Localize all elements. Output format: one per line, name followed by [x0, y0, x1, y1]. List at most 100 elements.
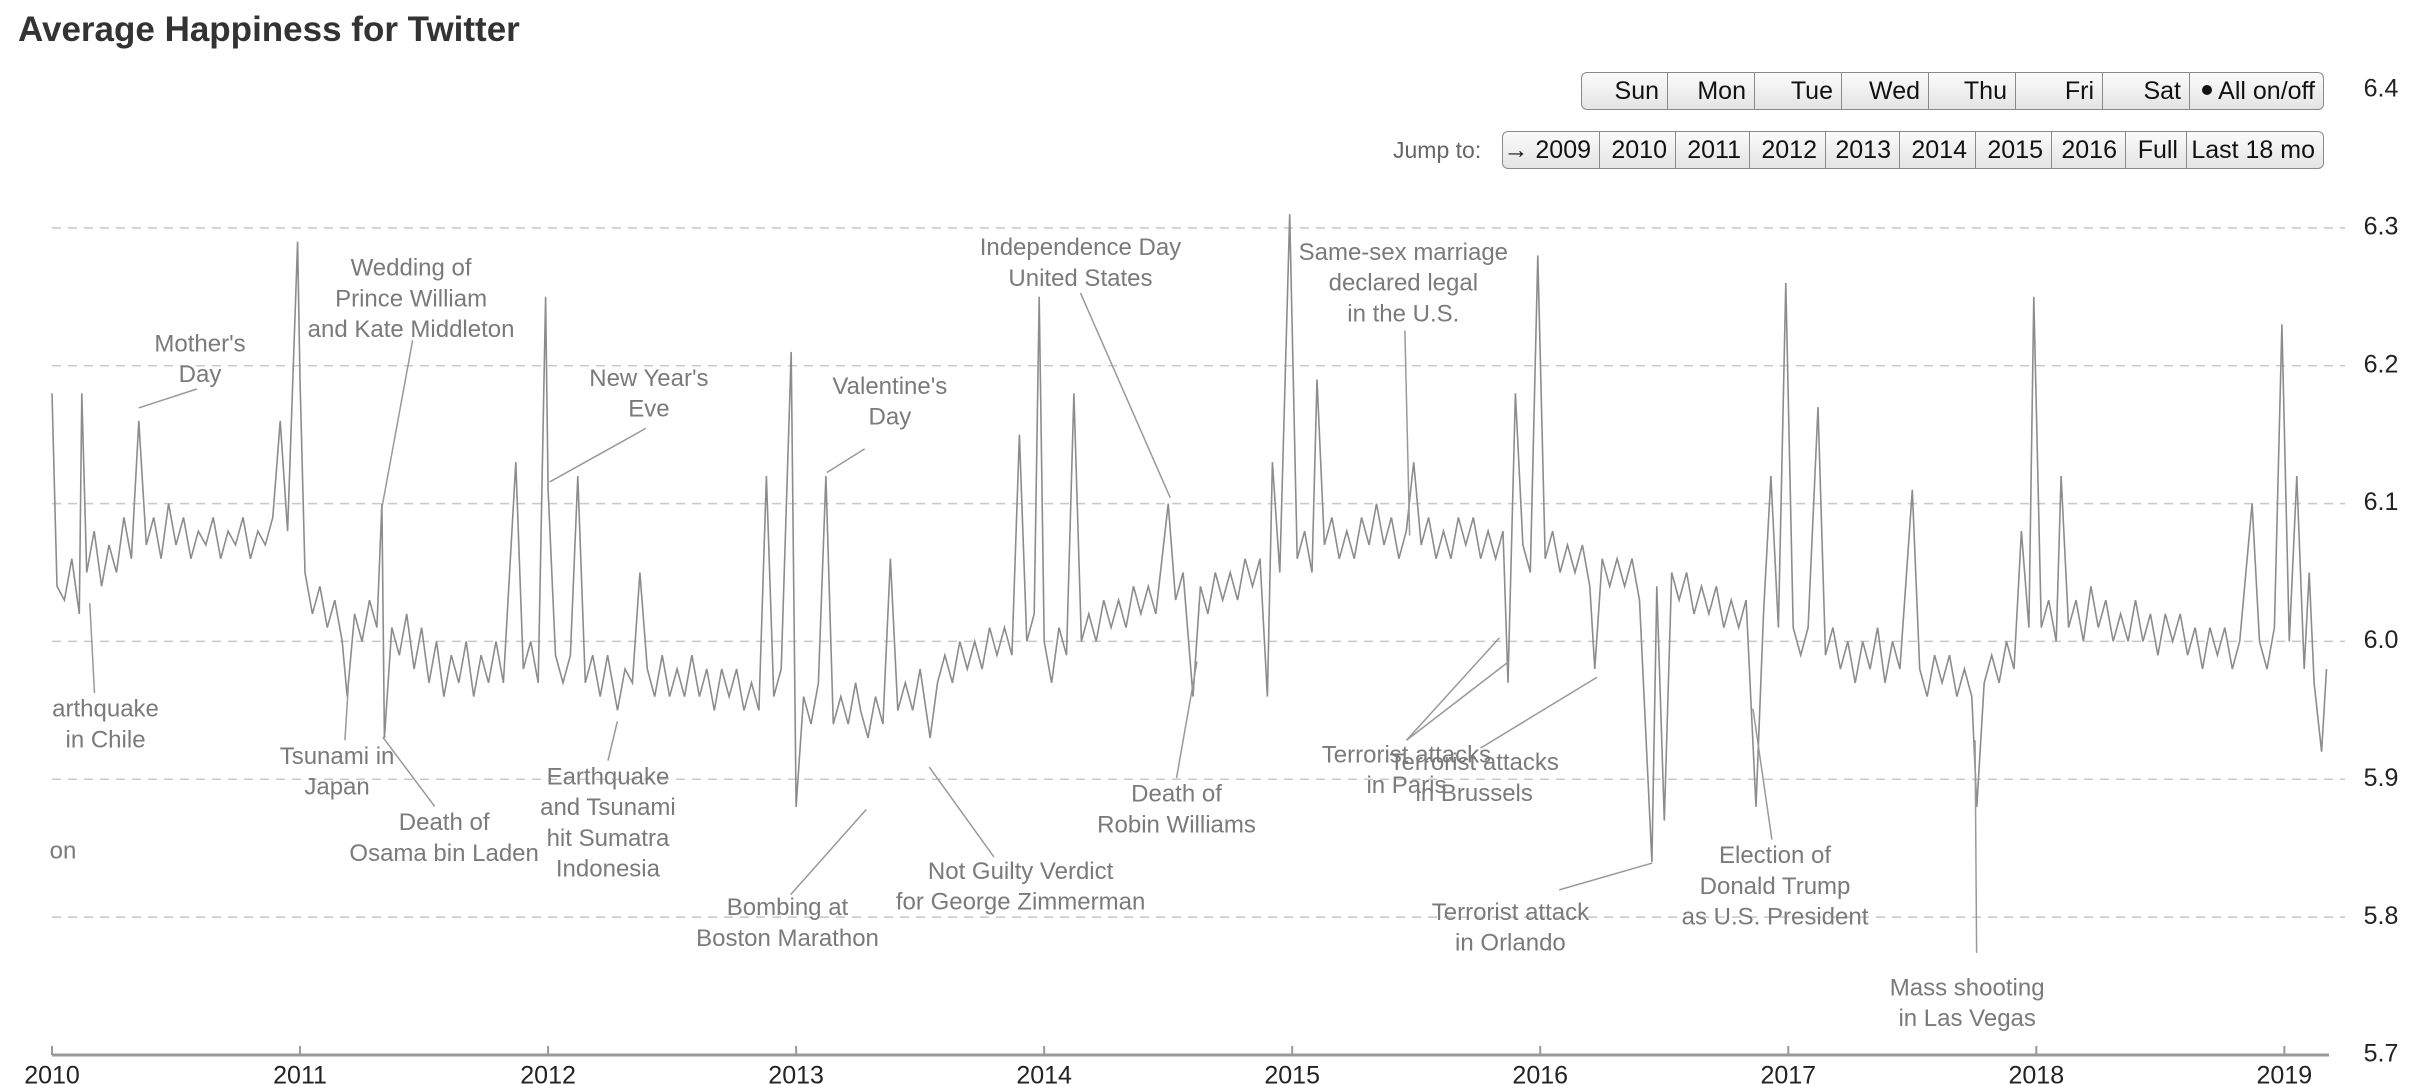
- annotation: Indonesia: [556, 856, 661, 883]
- annotation: Tsunami in: [280, 743, 395, 770]
- annotation-pointer: [1974, 740, 1978, 953]
- annotation: Mother's: [154, 330, 245, 357]
- annotation: Terrorist attacks: [1322, 741, 1491, 768]
- bullet: [2202, 85, 2213, 96]
- annotation: Osama bin Laden: [349, 840, 538, 867]
- series-line: [51, 214, 2328, 863]
- x-tick-label: 2010: [24, 1062, 80, 1084]
- annotation: Independence Day: [980, 234, 1182, 261]
- button-label: 2016: [2061, 136, 2117, 164]
- annotation: New Year's: [589, 365, 708, 392]
- x-tick-label: 2017: [1760, 1062, 1816, 1084]
- annotation-pointer: [1175, 661, 1198, 779]
- annotation-pointer: [89, 603, 96, 694]
- annotation: in Paris: [1366, 772, 1446, 799]
- button-label: 2013: [1835, 136, 1891, 164]
- annotation-pointer: [607, 721, 619, 761]
- annotation-pointer: [549, 427, 647, 483]
- button-label: 2010: [1611, 136, 1667, 164]
- annotation-pointer: [1405, 637, 1500, 741]
- y-tick-label: 6.2: [2364, 350, 2399, 378]
- annotation-pointer: [826, 448, 866, 474]
- annotation: Donald Trump: [1700, 873, 1851, 900]
- annotation-pointer: [1079, 292, 1171, 499]
- annotation: Election of: [1719, 842, 1831, 869]
- button-label: Last 18 mo: [2191, 136, 2315, 164]
- annotation: in Las Vegas: [1898, 1005, 2035, 1032]
- annotation: United States: [1008, 265, 1152, 292]
- annotation: in Orlando: [1455, 930, 1566, 957]
- x-tick-label: 2018: [2009, 1062, 2065, 1084]
- annotation: as U.S. President: [1682, 904, 1869, 931]
- y-tick-label: 5.8: [2364, 902, 2399, 930]
- button[interactable]: Wed: [1842, 72, 1929, 110]
- annotation: Japan: [304, 774, 369, 801]
- y-tick-label: 6.3: [2364, 212, 2399, 240]
- button-label: All on/off: [2218, 77, 2315, 105]
- button-label: 2011: [1687, 136, 1741, 164]
- annotation: Same-sex marriage: [1299, 239, 1508, 266]
- button[interactable]: Last 18 mo: [2187, 131, 2324, 169]
- button-label: 2015: [1987, 136, 2043, 164]
- button-label: Sun: [1614, 77, 1659, 105]
- button-label: Tue: [1790, 77, 1833, 105]
- annotation-pointer: [928, 766, 995, 858]
- annotation: for George Zimmerman: [896, 889, 1145, 916]
- y-tick-label: 6.0: [2364, 626, 2399, 654]
- x-tick-label: 2016: [1512, 1062, 1568, 1084]
- button-label: → 2009: [1503, 136, 1591, 164]
- annotation: in Brussels: [1416, 780, 1533, 807]
- annotation: Valentine's: [832, 373, 947, 400]
- y-tick-label: 6.1: [2364, 488, 2399, 516]
- annotation: Bombing at: [727, 894, 849, 921]
- x-tick-label: 2013: [768, 1062, 824, 1084]
- annotation: Death of: [1131, 781, 1222, 808]
- annotation: declared legal: [1329, 270, 1478, 297]
- button[interactable]: 2013: [1826, 131, 1900, 169]
- button-label: Full: [2137, 136, 2178, 164]
- annotation-pointer: [138, 388, 198, 409]
- button[interactable]: 2016: [2052, 131, 2126, 169]
- button[interactable]: 2015: [1976, 131, 2052, 169]
- annotation: Mass shooting: [1890, 974, 2045, 1001]
- jump-buttons: → 2009 2010 2011 2012 2013 2014 2015 2016 Full La…: [1502, 131, 2324, 169]
- button[interactable]: 2012: [1750, 131, 1826, 169]
- button[interactable]: 2010: [1600, 131, 1676, 169]
- button[interactable]: Sat: [2103, 72, 2190, 110]
- annotation-pointer: [1480, 676, 1598, 749]
- annotation: Terrorist attack: [1432, 899, 1590, 926]
- x-tick-label: 2015: [1264, 1062, 1320, 1084]
- button[interactable]: Sun: [1581, 72, 1668, 110]
- button[interactable]: 2014: [1900, 131, 1976, 169]
- annotation-pointer: [1404, 330, 1411, 536]
- annotation: Boston Marathon: [696, 925, 879, 952]
- annotation: Wedding of: [351, 255, 472, 282]
- annotation: Not Guilty Verdict: [928, 858, 1114, 885]
- x-tick-label: 2019: [2257, 1062, 2313, 1084]
- button-label: 2012: [1761, 136, 1817, 164]
- annotation: arthquake: [52, 696, 159, 723]
- button[interactable]: Tue: [1755, 72, 1842, 110]
- annotation: and Kate Middleton: [308, 316, 515, 343]
- chart-title: Average Happiness for Twitter: [18, 10, 520, 49]
- annotation-pointer: [1559, 862, 1653, 891]
- button[interactable]: → 2009: [1502, 131, 1600, 169]
- x-tick-label: 2014: [1016, 1062, 1072, 1084]
- button[interactable]: 2011: [1676, 131, 1750, 169]
- day-buttons: Sun Mon Tue Wed Thu Fri Sat All on/off: [1581, 72, 2324, 110]
- annotation: Day: [179, 361, 222, 388]
- x-tick-label: 2011: [273, 1062, 327, 1084]
- button[interactable]: Mon: [1668, 72, 1755, 110]
- button-label: Sat: [2143, 77, 2181, 105]
- x-tick-label: 2012: [520, 1062, 576, 1084]
- y-tick-label: 5.7: [2364, 1040, 2399, 1068]
- button[interactable]: Thu: [1929, 72, 2016, 110]
- annotation-pointer: [382, 736, 436, 807]
- button[interactable]: Full: [2126, 131, 2187, 169]
- button[interactable]: Fri: [2016, 72, 2103, 110]
- annotation: and Tsunami: [540, 794, 676, 821]
- y-tick-label: 6.4: [2364, 75, 2399, 103]
- button-label: Thu: [1963, 77, 2007, 105]
- button[interactable]: All on/off: [2190, 72, 2324, 110]
